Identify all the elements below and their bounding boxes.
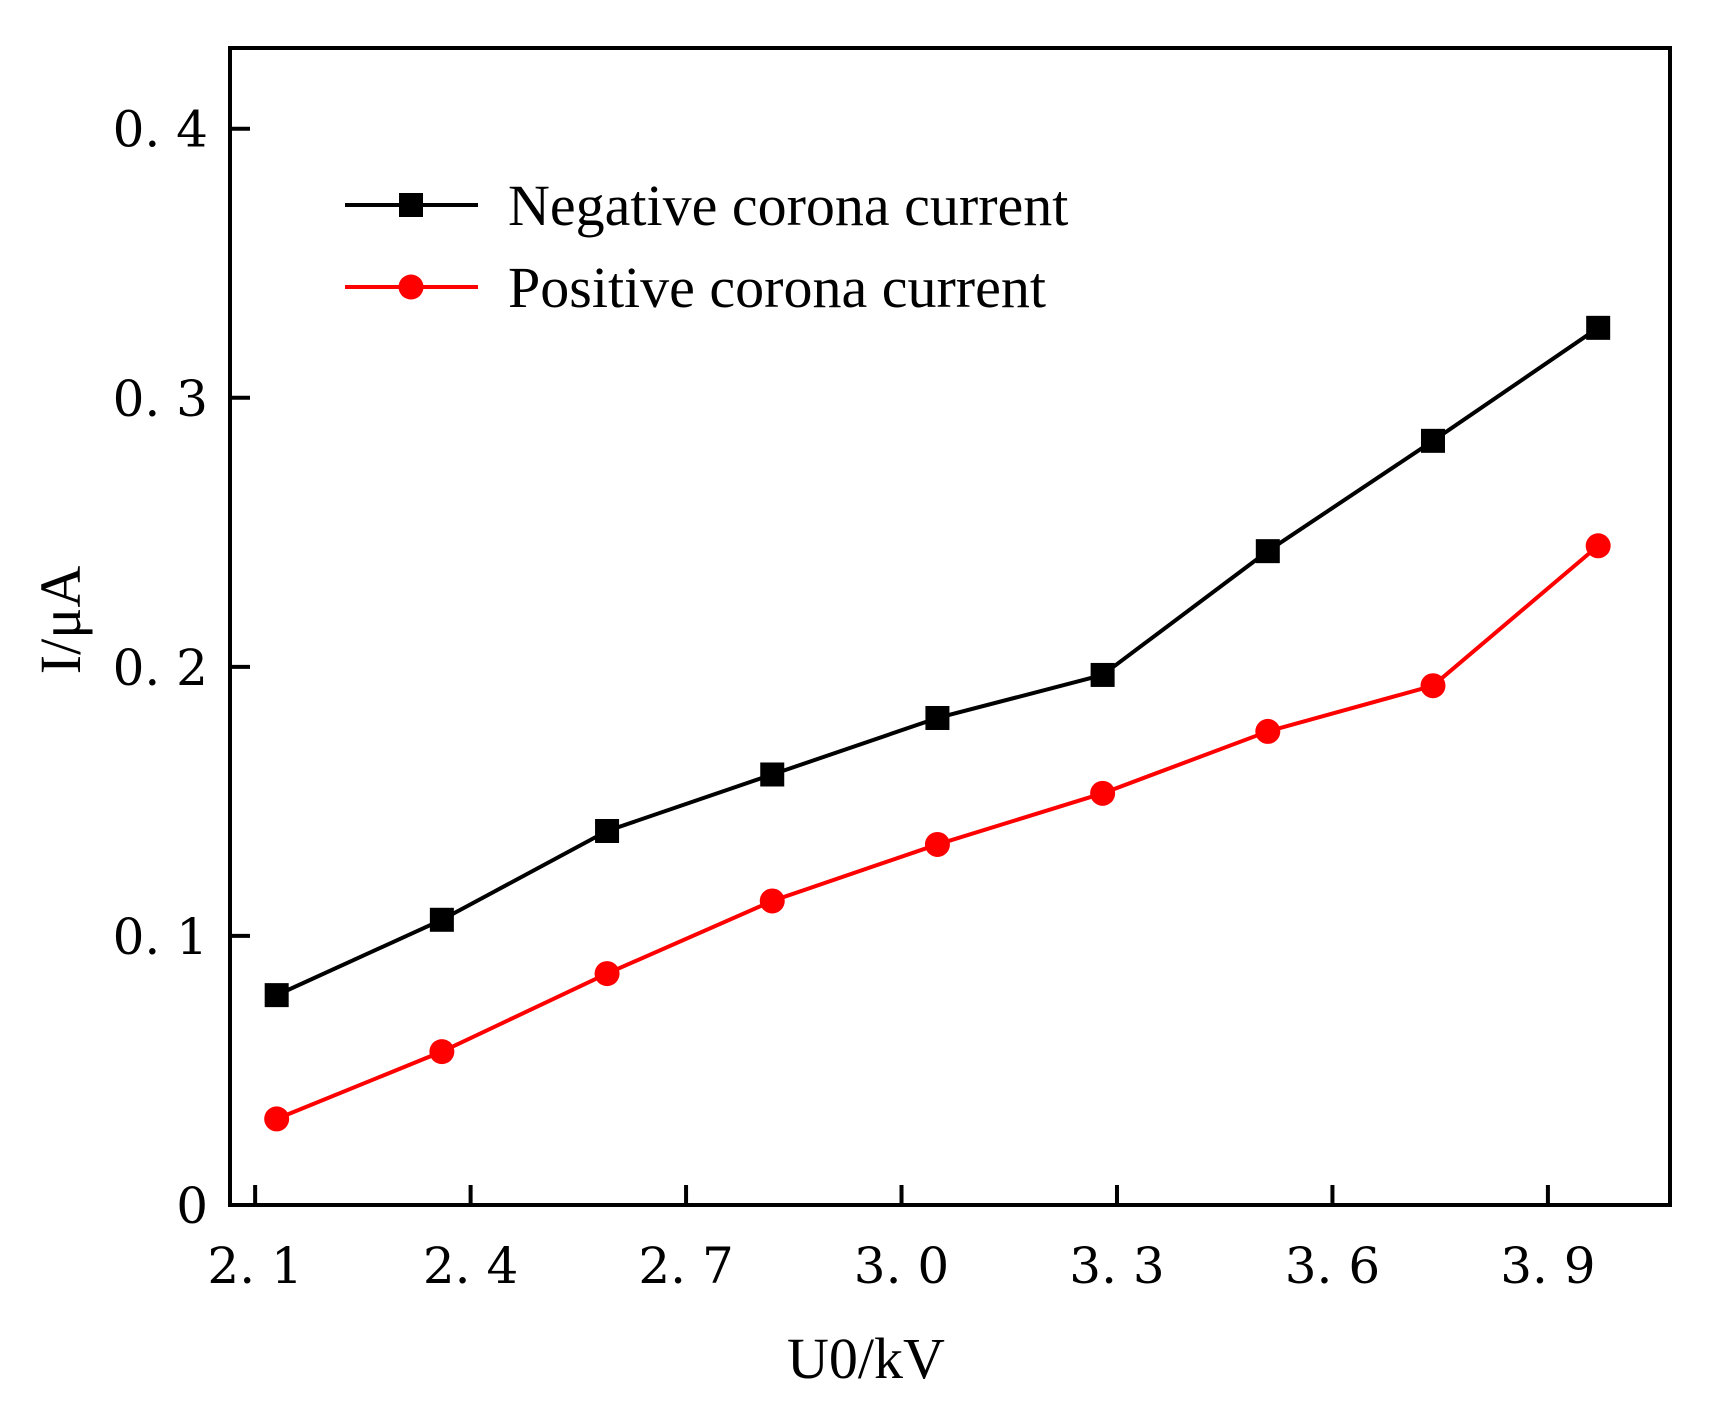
y-tick-label-0: 0 (176, 1177, 208, 1235)
series-1-point-8 (1585, 533, 1611, 559)
x-tick-label-6: 3. 9 (1500, 1237, 1595, 1295)
series-0-point-5 (1090, 662, 1115, 687)
series-0-point-0 (264, 983, 289, 1008)
series-1-point-4 (924, 831, 950, 857)
series-0-point-7 (1420, 428, 1445, 453)
series-0-point-6 (1255, 539, 1280, 564)
series-1-point-6 (1255, 718, 1281, 744)
series-0-line (275, 326, 1600, 997)
x-tick-label-3: 3. 0 (854, 1237, 949, 1295)
series-0-point-4 (925, 705, 950, 730)
x-axis-title: U0/kV (787, 1326, 945, 1391)
series-1-point-5 (1090, 780, 1116, 806)
series-layer (264, 315, 1611, 1132)
legend-label-0: Negative corona current (508, 173, 1068, 238)
axes-layer: 2. 1 2. 4 2. 7 3. 0 3. 3 3. 6 3. 9 0 0. 1 0. 2 0. … (113, 46, 1672, 1295)
series-1-point-3 (759, 888, 785, 914)
x-tick-label-0: 2. 1 (207, 1237, 302, 1295)
series-1-point-7 (1420, 673, 1446, 699)
x-tick-label-5: 3. 6 (1285, 1237, 1380, 1295)
series-1-point-2 (594, 961, 620, 987)
series-1-point-1 (429, 1039, 455, 1065)
x-tick-label-4: 3. 3 (1069, 1237, 1164, 1295)
series-0-point-8 (1586, 315, 1611, 340)
y-axis-title: I/μA (28, 566, 93, 675)
legend: Negative corona current Positive corona c… (345, 173, 1068, 320)
x-tick-label-1: 2. 4 (423, 1237, 518, 1295)
series-1-point-0 (264, 1106, 290, 1132)
y-tick-label-1: 0. 1 (113, 908, 208, 966)
legend-marker-1 (398, 274, 424, 300)
x-tick-label-2: 2. 7 (638, 1237, 733, 1295)
legend-marker-0 (399, 193, 423, 217)
y-tick-label-4: 0. 4 (113, 101, 208, 159)
y-tick-label-2: 0. 2 (113, 639, 208, 697)
series-0-point-1 (429, 907, 454, 932)
series-0-point-3 (760, 762, 785, 787)
y-tick-label-3: 0. 3 (113, 370, 208, 428)
plot-frame (228, 46, 1672, 1207)
series-0-point-2 (595, 818, 620, 843)
legend-label-1: Positive corona current (508, 255, 1046, 320)
